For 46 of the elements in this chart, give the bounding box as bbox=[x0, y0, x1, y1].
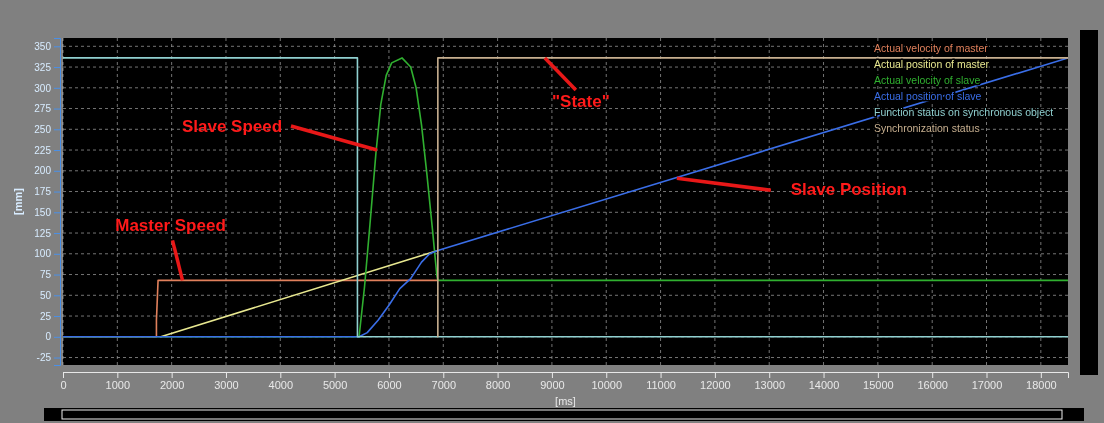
x-tick-label: 12000 bbox=[700, 378, 731, 391]
x-axis-title: [ms] bbox=[555, 395, 576, 407]
x-tick-label: 7000 bbox=[431, 378, 457, 391]
y-tick-label: 250 bbox=[34, 123, 52, 135]
y-tick-label: 300 bbox=[34, 82, 52, 94]
x-tick-label: 14000 bbox=[808, 378, 840, 391]
text: Actual velocity of master bbox=[874, 42, 989, 54]
y-tick-label: 50 bbox=[39, 289, 52, 301]
y-tick-label: 175 bbox=[34, 186, 52, 198]
y-tick-label: 200 bbox=[34, 165, 52, 177]
x-tick-label: 8000 bbox=[485, 378, 511, 391]
annotation: Master Speed bbox=[115, 215, 226, 235]
annotation: "State" bbox=[552, 92, 610, 112]
y-tick-label: 125 bbox=[34, 227, 52, 239]
y-axis-title: [mm] bbox=[12, 187, 24, 215]
text: Actual velocity of slave bbox=[874, 74, 981, 86]
x-tick-label: 4000 bbox=[268, 378, 294, 391]
y-tick-label: 275 bbox=[34, 103, 52, 115]
x-tick-label: 9000 bbox=[540, 378, 565, 391]
x-tick-label: 2000 bbox=[159, 378, 185, 391]
annotation: Slave Position bbox=[790, 179, 907, 199]
x-tick-label: 16000 bbox=[917, 378, 948, 391]
y-tick-label: 25 bbox=[39, 310, 52, 322]
x-tick-label: 11000 bbox=[646, 378, 676, 391]
x-tick-label: 6000 bbox=[377, 378, 402, 391]
y-tick-label: 0 bbox=[45, 331, 52, 343]
y-tick-label: 75 bbox=[39, 269, 52, 281]
y-tick-label: 350 bbox=[34, 41, 52, 52]
text: Synchronization status bbox=[874, 122, 980, 134]
x-tick-label: 15000 bbox=[863, 378, 894, 391]
text: Actual position of master bbox=[874, 58, 990, 70]
x-tick-label: 10000 bbox=[591, 378, 623, 391]
line-series bbox=[63, 57, 1068, 338]
y-tick-label: -25 bbox=[36, 352, 52, 364]
y-tick-label: 225 bbox=[34, 144, 52, 156]
x-tick-label: 17000 bbox=[971, 378, 1003, 391]
x-tick-label: 1000 bbox=[105, 378, 131, 391]
y-tick-label: 325 bbox=[34, 61, 52, 73]
annotation: Slave Speed bbox=[181, 116, 283, 136]
y-tick-label: 150 bbox=[34, 206, 52, 218]
x-tick-label: 0 bbox=[60, 378, 67, 391]
x-tick-label: 13000 bbox=[754, 378, 786, 391]
x-tick-label: 3000 bbox=[214, 378, 239, 391]
y-tick-label: 100 bbox=[34, 248, 52, 260]
x-tick-label: 18000 bbox=[1026, 378, 1057, 391]
x-tick-label: 5000 bbox=[322, 378, 348, 391]
